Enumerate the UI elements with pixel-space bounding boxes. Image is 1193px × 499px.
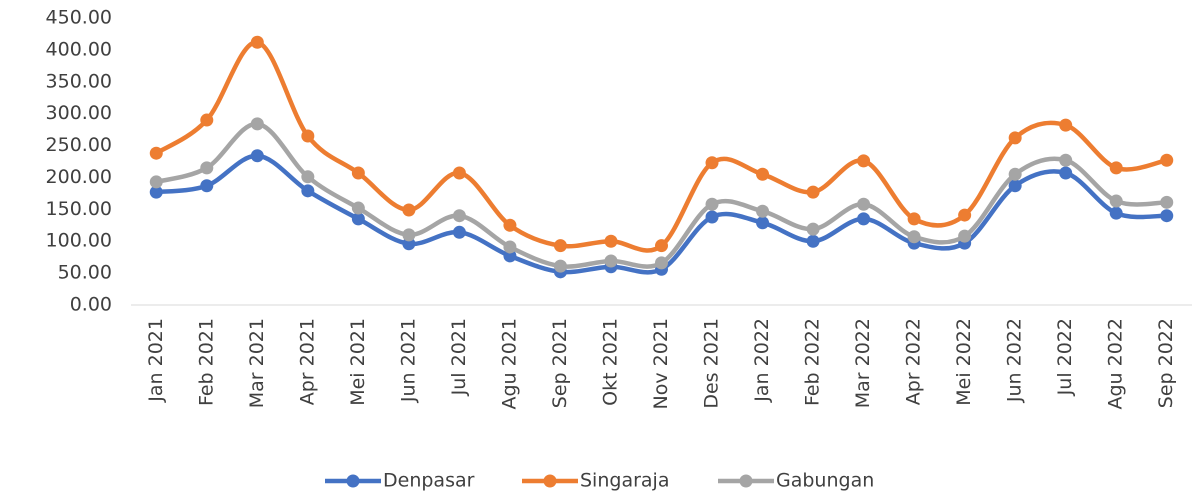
- y-tick-label: 250.00: [46, 134, 112, 156]
- marker: [200, 161, 214, 175]
- marker: [604, 254, 618, 268]
- legend-label: Singaraja: [580, 470, 669, 492]
- marker: [200, 179, 214, 193]
- y-tick-label: 300.00: [46, 102, 112, 124]
- marker: [604, 234, 618, 248]
- x-tick-label: Feb 2021: [195, 318, 217, 406]
- x-tick-label: Apr 2022: [903, 318, 925, 405]
- legend-marker: [739, 474, 753, 488]
- marker: [756, 204, 770, 218]
- marker: [351, 212, 365, 226]
- marker: [1059, 166, 1073, 180]
- legend-marker: [346, 474, 360, 488]
- marker: [301, 184, 315, 198]
- y-tick-label: 50.00: [58, 262, 112, 284]
- marker: [250, 149, 264, 163]
- marker: [1008, 131, 1022, 145]
- marker: [250, 35, 264, 49]
- marker: [958, 229, 972, 243]
- marker: [503, 240, 517, 254]
- x-tick-label: Mei 2021: [347, 318, 369, 406]
- marker: [503, 249, 517, 263]
- x-tick-label: Mar 2022: [852, 318, 874, 408]
- x-tick-label: Jul 2021: [448, 318, 470, 396]
- marker: [1109, 161, 1123, 175]
- x-tick-label: Mei 2022: [953, 318, 975, 406]
- y-tick-label: 100.00: [46, 230, 112, 252]
- marker: [907, 212, 921, 226]
- x-tick-label: Jun 2022: [1004, 318, 1026, 403]
- marker: [857, 197, 871, 211]
- x-tick-label: Sep 2022: [1155, 318, 1177, 408]
- marker: [806, 234, 820, 248]
- x-tick-label: Jan 2021: [145, 318, 167, 403]
- marker: [1059, 118, 1073, 132]
- marker: [655, 256, 668, 270]
- marker: [351, 166, 365, 180]
- marker: [452, 225, 466, 239]
- x-tick-label: Feb 2022: [802, 318, 824, 406]
- marker: [553, 259, 567, 273]
- y-tick-label: 350.00: [46, 70, 112, 92]
- marker: [301, 129, 315, 143]
- marker: [806, 185, 820, 199]
- marker: [503, 218, 517, 232]
- marker: [958, 208, 972, 222]
- marker: [655, 239, 668, 253]
- marker: [1059, 153, 1073, 167]
- y-tick-label: 200.00: [46, 166, 112, 188]
- marker: [705, 210, 719, 224]
- y-tick-label: 450.00: [46, 7, 112, 29]
- marker: [149, 185, 163, 199]
- x-tick-label: Apr 2021: [296, 318, 318, 405]
- line: [155, 40, 1168, 253]
- marker: [857, 154, 871, 168]
- x-tick-label: Agu 2022: [1105, 318, 1127, 410]
- marker: [1160, 153, 1174, 167]
- marker: [200, 113, 214, 127]
- marker: [1008, 167, 1022, 181]
- marker: [250, 117, 264, 131]
- x-tick-label: Jan 2022: [751, 318, 773, 403]
- marker: [1109, 206, 1123, 220]
- marker: [756, 216, 770, 230]
- marker: [553, 239, 567, 253]
- x-tick-label: Okt 2021: [599, 318, 621, 406]
- marker: [705, 197, 719, 211]
- marker: [149, 146, 163, 160]
- x-tick-label: Sep 2021: [549, 318, 571, 408]
- x-tick-label: Jun 2021: [397, 318, 419, 403]
- marker: [351, 201, 365, 215]
- legend-marker: [543, 474, 557, 488]
- x-tick-label: Mar 2021: [246, 318, 268, 408]
- x-tick-label: Jul 2022: [1054, 318, 1076, 396]
- marker: [402, 228, 416, 242]
- x-tick-label: Des 2021: [701, 318, 723, 409]
- marker: [806, 222, 820, 236]
- marker: [301, 170, 315, 184]
- marker: [1160, 209, 1174, 223]
- marker: [149, 175, 163, 189]
- legend-label: Denpasar: [383, 470, 475, 492]
- marker: [1109, 194, 1123, 208]
- marker: [402, 203, 416, 217]
- marker: [907, 230, 921, 244]
- legend-label: Gabungan: [776, 470, 874, 492]
- x-tick-label: Nov 2021: [650, 318, 672, 409]
- y-tick-label: 400.00: [46, 38, 112, 60]
- marker: [857, 212, 871, 226]
- marker: [402, 237, 416, 251]
- marker: [452, 166, 466, 180]
- marker: [756, 167, 770, 181]
- y-tick-label: 150.00: [46, 198, 112, 220]
- marker: [705, 156, 719, 170]
- marker: [452, 209, 466, 223]
- marker: [1008, 179, 1022, 193]
- x-tick-label: Agu 2021: [498, 318, 520, 410]
- marker: [1160, 195, 1174, 209]
- y-tick-label: 0.00: [70, 294, 112, 316]
